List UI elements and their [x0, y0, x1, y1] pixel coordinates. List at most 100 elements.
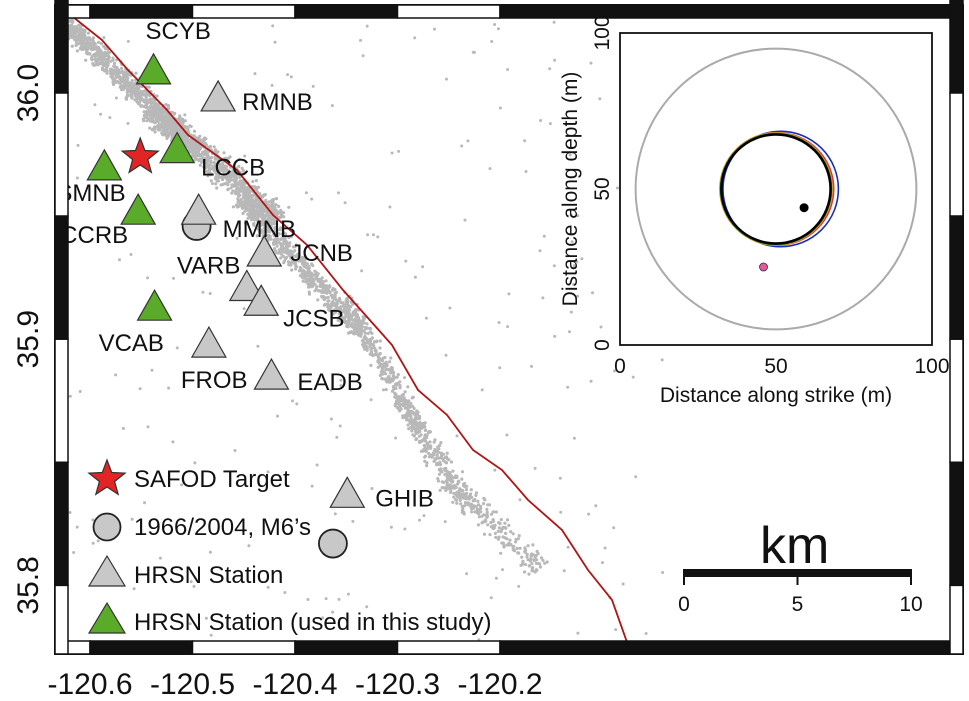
- seismicity-dot: [286, 73, 290, 77]
- seismicity-dot: [205, 162, 209, 166]
- seismicity-dot: [496, 27, 500, 31]
- seismicity-dot: [134, 71, 138, 75]
- seismicity-dot: [591, 291, 594, 295]
- seismicity-dot: [183, 113, 187, 117]
- seismicity-dot: [537, 562, 541, 566]
- seismicity-dot: [152, 115, 157, 119]
- seismicity-dot: [384, 360, 388, 364]
- seismicity-dot: [523, 546, 527, 550]
- seismicity-dot: [276, 414, 279, 418]
- seismicity-dot: [396, 405, 400, 409]
- seismicity-dot: [325, 291, 329, 295]
- seismicity-dot: [464, 497, 468, 501]
- seismicity-dot: [105, 71, 109, 75]
- seismicity-dot: [458, 498, 462, 502]
- seismicity-dot: [280, 214, 284, 218]
- seismicity-dot: [465, 491, 469, 495]
- seismicity-dot: [144, 95, 148, 99]
- seismicity-dot: [270, 198, 274, 202]
- seismicity-dot: [244, 206, 248, 210]
- seismicity-dot: [517, 584, 521, 588]
- seismicity-dot: [242, 307, 246, 311]
- seismicity-dot: [380, 376, 384, 381]
- seismicity-dot: [315, 272, 319, 276]
- frame-bar-bottom: [294, 640, 399, 655]
- seismicity-dot: [222, 175, 226, 179]
- seismicity-dot: [475, 509, 479, 513]
- seismicity-dot: [206, 170, 210, 174]
- seismicity-dot: [442, 486, 446, 490]
- seismicity-dot: [427, 451, 431, 456]
- seismicity-dot: [224, 173, 229, 177]
- seismicity-dot: [93, 103, 97, 107]
- seismicity-dot: [493, 468, 497, 472]
- seismicity-dot: [333, 294, 337, 298]
- seismicity-dot: [193, 153, 197, 157]
- seismicity-dot: [518, 498, 522, 502]
- y-tick-label: 35.8: [12, 556, 45, 614]
- seismicity-dot: [364, 326, 369, 330]
- seismicity-dot: [526, 558, 530, 562]
- seismicity-dot: [446, 475, 450, 480]
- seismicity-dot: [491, 526, 495, 531]
- seismicity-dot: [85, 49, 89, 53]
- seismicity-dot: [94, 54, 98, 58]
- seismicity-dot: [531, 566, 535, 570]
- seismicity-dot: [479, 507, 483, 511]
- seismicity-dot: [418, 518, 421, 522]
- seismicity-dot: [144, 111, 148, 115]
- inset-point: [759, 262, 768, 272]
- seismicity-dot: [421, 449, 425, 453]
- seismicity-dot: [392, 376, 396, 380]
- seismicity-dot: [348, 312, 352, 317]
- seismicity-dot: [377, 357, 381, 362]
- seismicity-dot: [129, 81, 133, 85]
- seismicity-dot: [259, 194, 263, 198]
- frame-bar-top: [89, 4, 194, 19]
- seismicity-dot: [125, 90, 129, 94]
- legend-used-station-label: HRSN Station (used in this study): [134, 609, 491, 636]
- x-tick-label: -120.6: [47, 668, 132, 701]
- seismicity-dot: [164, 103, 168, 107]
- seismicity-dot: [523, 562, 528, 567]
- seismicity-dot: [532, 559, 536, 563]
- seismicity-dot: [446, 473, 451, 477]
- seismicity-dot: [523, 550, 527, 554]
- seismicity-dot: [288, 241, 292, 245]
- seismicity-dot: [375, 339, 379, 343]
- seismicity-dot: [274, 203, 278, 207]
- seismicity-dot: [360, 339, 364, 343]
- seismicity-dot: [569, 310, 573, 314]
- seismicity-dot: [213, 176, 218, 180]
- seismicity-dot: [91, 36, 96, 40]
- seismicity-dot: [369, 398, 373, 402]
- seismicity-dot: [183, 136, 187, 140]
- seismicity-dot: [231, 170, 235, 174]
- seismicity-dot: [237, 164, 241, 168]
- seismicity-dot: [373, 346, 377, 351]
- seismicity-dot: [334, 290, 339, 294]
- seismicity-dot: [497, 521, 501, 525]
- seismicity-dot: [594, 504, 598, 508]
- seismicity-dot: [420, 439, 424, 443]
- seismicity-dot: [477, 515, 481, 519]
- seismicity-dot: [99, 112, 103, 116]
- scale-tick-label: 5: [792, 593, 804, 616]
- seismicity-dot: [164, 121, 168, 125]
- seismicity-dot: [258, 205, 262, 209]
- seismicity-dot: [234, 188, 238, 192]
- seismicity-dot: [313, 289, 317, 293]
- seismicity-dot: [78, 30, 82, 34]
- seismicity-dot: [411, 418, 415, 422]
- seismicity-dot: [439, 469, 444, 473]
- seismicity-dot: [411, 410, 415, 414]
- seismicity-dot: [286, 250, 290, 254]
- seismicity-dot: [330, 104, 334, 108]
- seismicity-dot: [114, 373, 118, 377]
- seismicity-dot: [173, 111, 177, 115]
- seismicity-dot: [523, 570, 527, 574]
- seismicity-dot: [242, 187, 246, 191]
- seismicity-dot: [170, 123, 174, 127]
- seismicity-dot: [398, 386, 402, 390]
- seismicity-dot: [111, 58, 115, 62]
